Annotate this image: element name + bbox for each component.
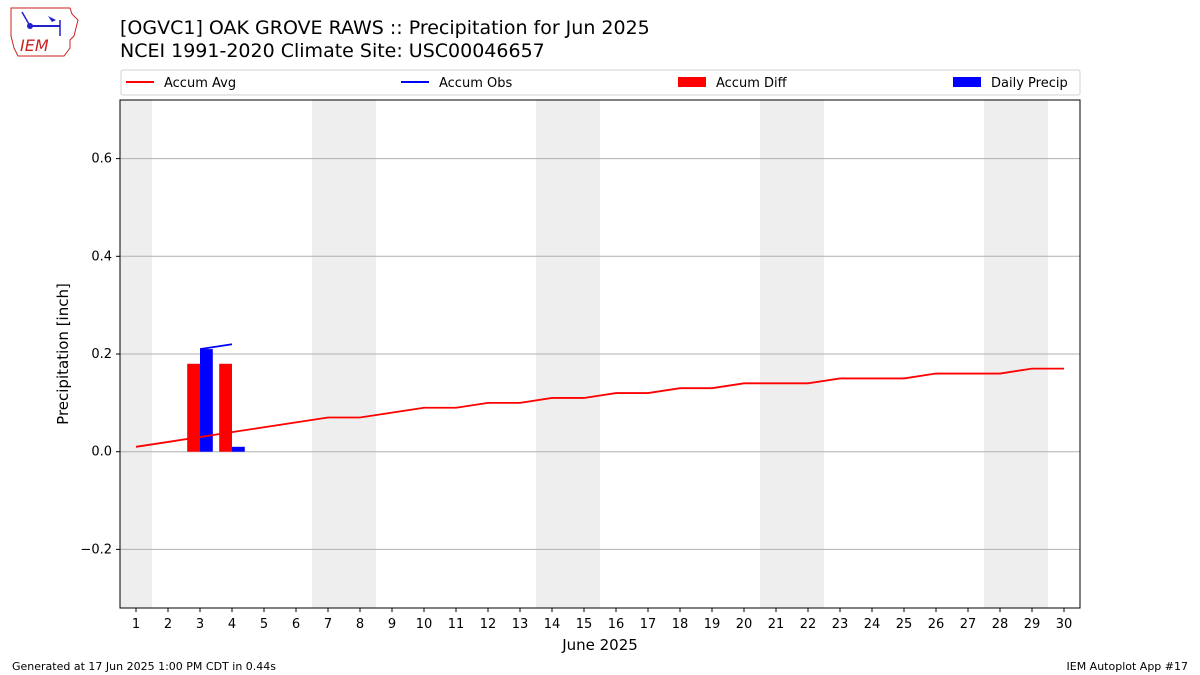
x-tick-label: 10: [416, 617, 433, 632]
x-tick-label: 16: [608, 617, 625, 632]
y-axis-ticks: −0.2 0.0 0.2 0.4 0.6: [80, 152, 120, 557]
x-tick-label: 12: [480, 617, 497, 632]
legend-label: Accum Diff: [716, 76, 788, 91]
iem-logo: IEM: [8, 6, 80, 62]
x-tick-label: 17: [640, 617, 657, 632]
x-tick-label: 11: [448, 617, 465, 632]
y-tick-label: 0.0: [91, 445, 112, 460]
x-tick-label: 8: [356, 617, 364, 632]
legend-swatch: [953, 77, 981, 87]
legend-label: Daily Precip: [991, 76, 1068, 91]
legend-label: Accum Avg: [164, 76, 236, 91]
x-tick-label: 18: [672, 617, 689, 632]
daily-precip-bar: [232, 446, 245, 452]
x-tick-label: 22: [800, 617, 817, 632]
chart-subtitle: NCEI 1991-2020 Climate Site: USC00046657: [120, 40, 545, 62]
x-tick-label: 29: [1024, 617, 1041, 632]
daily-precip-bar: [200, 349, 213, 452]
y-gridlines: [120, 158, 1080, 550]
legend-box: [120, 69, 1081, 96]
x-tick-label: 15: [576, 617, 593, 632]
y-axis-label: Precipitation [inch]: [54, 283, 72, 425]
line-series: [135, 343, 1064, 448]
x-tick-label: 19: [704, 617, 721, 632]
x-tick-label: 26: [928, 617, 945, 632]
legend: Accum Avg Accum Obs Accum Diff Daily Precip: [120, 69, 1081, 96]
chart-title: [OGVC1] OAK GROVE RAWS :: Precipitation …: [120, 17, 650, 39]
y-tick-label: 0.2: [91, 347, 112, 362]
y-tick-label: 0.6: [91, 152, 112, 167]
legend-swatch: [678, 77, 706, 87]
x-tick-label: 4: [228, 617, 236, 632]
accum-avg-line: [135, 367, 1064, 448]
x-axis-label: June 2025: [561, 636, 638, 654]
x-tick-label: 9: [388, 617, 396, 632]
y-tick-label: −0.2: [80, 542, 112, 557]
x-tick-label: 20: [736, 617, 753, 632]
x-tick-label: 2: [164, 617, 172, 632]
y-tick-label: 0.4: [91, 249, 112, 264]
bar-series: [187, 349, 245, 452]
x-tick-label: 14: [544, 617, 561, 632]
x-axis-ticks: 1 2 3 4 5 6 7 8 9 10 11 12 13 14 15 16 17 18 19 20 21 22 23 24 2…: [132, 608, 1072, 632]
app-credit: IEM Autoplot App #17: [1066, 660, 1189, 673]
accum-obs-line: [199, 343, 233, 351]
x-tick-label: 25: [896, 617, 913, 632]
x-tick-label: 21: [768, 617, 785, 632]
legend-label: Accum Obs: [439, 76, 512, 91]
accum-diff-bar: [187, 363, 200, 452]
generated-timestamp: Generated at 17 Jun 2025 1:00 PM CDT in …: [12, 660, 277, 673]
x-tick-label: 7: [324, 617, 332, 632]
iem-logo-graphic: IEM: [10, 7, 79, 57]
x-tick-label: 30: [1056, 617, 1073, 632]
x-tick-label: 5: [260, 617, 268, 632]
x-tick-label: 27: [960, 617, 977, 632]
accum-diff-bar: [219, 363, 232, 452]
x-tick-label: 28: [992, 617, 1009, 632]
x-tick-label: 6: [292, 617, 300, 632]
logo-text: IEM: [20, 36, 49, 55]
x-tick-label: 3: [196, 617, 204, 632]
x-tick-label: 13: [512, 617, 529, 632]
x-tick-label: 24: [864, 617, 881, 632]
x-tick-label: 23: [832, 617, 849, 632]
x-tick-label: 1: [132, 617, 140, 632]
